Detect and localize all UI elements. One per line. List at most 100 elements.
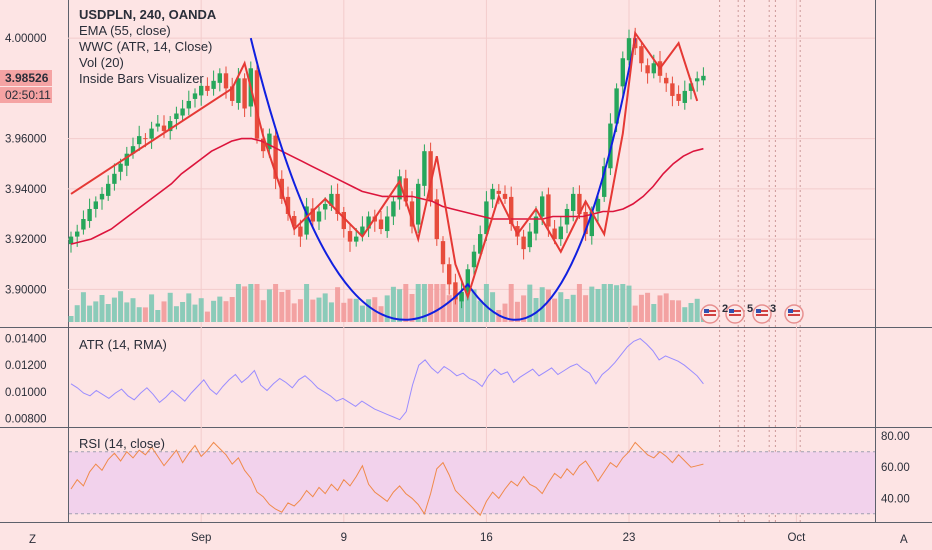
indicator-inside-bars-label[interactable]: Inside Bars Visualizer	[79, 71, 204, 86]
candle-up	[137, 136, 142, 145]
candle-up	[688, 83, 694, 91]
volume-bar	[533, 298, 539, 322]
auto-scale-button[interactable]: A	[900, 534, 908, 546]
wwc-zigzag-line	[70, 30, 699, 300]
candle-up	[155, 123, 160, 127]
candle-down	[347, 231, 353, 242]
candle-up	[192, 93, 198, 99]
bar-countdown: 02:50:11	[5, 88, 51, 102]
candle-up	[385, 216, 390, 232]
candle-up	[366, 216, 371, 229]
candle-down	[285, 196, 291, 214]
volume-bar	[595, 289, 601, 322]
flag-canton	[704, 309, 709, 313]
volume-bar	[316, 297, 322, 322]
volume-bar	[539, 287, 545, 322]
flag-stripe	[756, 314, 768, 316]
volume-bar	[490, 292, 496, 322]
flag-stripe	[756, 310, 768, 312]
rsi-tick-label: 40.00	[881, 493, 910, 505]
last-price-value: 3.98526	[5, 71, 49, 85]
candle-up	[112, 173, 117, 184]
volume-bar	[180, 302, 186, 322]
candle-up	[236, 78, 241, 103]
candle-up	[459, 291, 464, 302]
volume-bar	[502, 303, 508, 322]
volume-bar	[204, 311, 210, 322]
candle-down	[242, 78, 247, 109]
candle-down	[230, 86, 235, 101]
volume-bar	[341, 302, 347, 322]
indicator-wwc-label[interactable]: WWC (ATR, 14, Close)	[79, 39, 212, 54]
candle-up	[540, 196, 545, 217]
candle-down	[552, 228, 557, 240]
candle-down	[434, 199, 439, 240]
volume-bar	[155, 310, 161, 322]
volume-bar	[291, 303, 297, 322]
price-axis-ticks[interactable]: 3.90000 3.92000 3.94000 3.96000 4.00000	[5, 33, 47, 296]
flag-stripe	[704, 310, 716, 312]
atr-line	[70, 338, 704, 421]
candle-down	[403, 178, 408, 202]
indicator-ema-label[interactable]: EMA (55, close)	[79, 23, 171, 38]
time-axis-ticks[interactable]: Sep 9 16 23 Oct	[191, 532, 806, 544]
volume-bar	[173, 306, 179, 322]
candle-up	[571, 193, 576, 211]
volume-bar	[297, 299, 303, 322]
volume-bar	[93, 301, 99, 322]
volume-bar	[353, 298, 359, 322]
candle-up	[130, 146, 136, 154]
candle-up	[217, 73, 222, 83]
price-tick-label: 3.96000	[5, 134, 47, 146]
candle-down	[676, 93, 681, 101]
event-markers[interactable]: 2 5 3	[700, 303, 804, 324]
event-count-label: 2	[722, 303, 728, 315]
event-count-label: 5	[747, 303, 753, 315]
atr-tick-label: 0.01000	[5, 387, 47, 399]
volume-bar	[235, 284, 241, 322]
volume-bar	[161, 301, 167, 322]
candle-up	[695, 78, 700, 82]
volume-bar	[248, 284, 254, 322]
volume-bar	[514, 301, 520, 322]
rsi-tick-label: 80.00	[881, 431, 910, 443]
volume-bar	[452, 293, 458, 322]
atr-tick-label: 0.00800	[5, 413, 47, 425]
candle-down	[223, 73, 229, 89]
candle-down	[428, 151, 433, 202]
ema-55-line	[70, 137, 704, 245]
volume-bar	[384, 295, 390, 322]
volume-bar	[390, 286, 396, 322]
candle-up	[304, 206, 309, 235]
candle-up	[490, 188, 495, 200]
volume-bar	[415, 284, 421, 322]
candle-up	[93, 201, 98, 209]
volume-bar	[483, 284, 489, 322]
candle-up	[422, 151, 427, 186]
symbol-title[interactable]: USDPLN, 240, OANDA	[79, 7, 217, 22]
timezone-button[interactable]: Z	[29, 534, 36, 546]
candle-up	[416, 183, 421, 225]
volume-bar	[328, 302, 334, 322]
flag-stripe	[788, 314, 800, 316]
volume-bar	[192, 304, 198, 322]
volume-bar	[583, 295, 589, 322]
countdown-badge	[0, 87, 52, 103]
volume-bar	[118, 291, 124, 322]
rsi-axis-ticks: 40.00 60.00 80.00	[881, 431, 910, 505]
volume-bar	[682, 307, 688, 322]
time-tick-label: Oct	[787, 532, 806, 544]
candle-down	[447, 264, 452, 285]
candle-up	[87, 208, 92, 222]
volume-bar	[310, 299, 316, 322]
volume-bar	[645, 292, 651, 322]
volume-bar	[198, 298, 204, 322]
rsi-pane-title[interactable]: RSI (14, close)	[79, 436, 165, 451]
volume-bar	[68, 316, 74, 322]
candle-down	[161, 125, 167, 132]
volume-bar	[570, 294, 576, 322]
atr-pane-title[interactable]: ATR (14, RMA)	[79, 337, 167, 352]
candle-up	[465, 269, 470, 292]
indicator-vol-label[interactable]: Vol (20)	[79, 55, 124, 70]
